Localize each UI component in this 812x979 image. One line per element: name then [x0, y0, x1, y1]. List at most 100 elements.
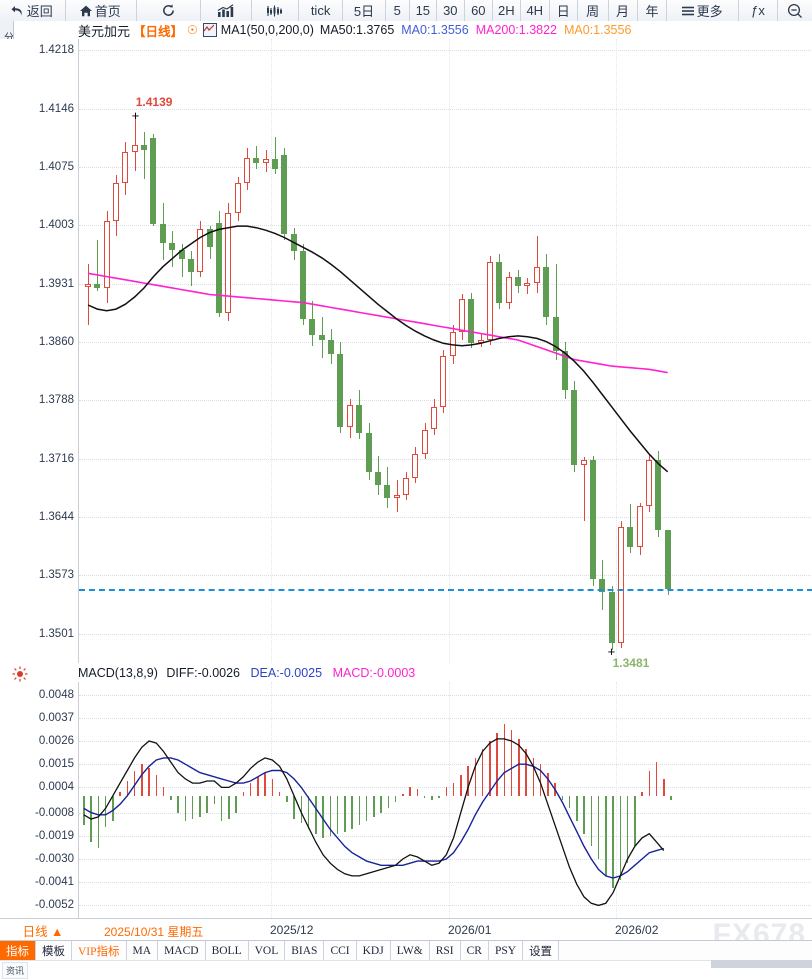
- refresh-icon: [161, 3, 176, 18]
- gridline: [79, 108, 812, 110]
- period-month-button[interactable]: 月: [609, 0, 638, 21]
- symbol-name: 美元加元: [78, 23, 131, 39]
- period-year-button[interactable]: 年: [638, 0, 668, 21]
- indicator-psy[interactable]: PSY: [488, 941, 524, 960]
- indicator-settings[interactable]: 设置: [523, 941, 560, 960]
- macd-histogram-bar: [170, 795, 172, 800]
- chart-info-line: 美元加元 【日线】 ☉ MA1(50,0,200,0) MA50:1.3765 …: [0, 21, 812, 39]
- chart-type-button[interactable]: [201, 0, 252, 21]
- period-week-button[interactable]: 周: [578, 0, 609, 21]
- function-button[interactable]: ƒx: [739, 0, 779, 21]
- indicator-tab-template[interactable]: 模板: [36, 941, 72, 960]
- high-marker-icon: +: [131, 107, 140, 123]
- macd-histogram-bar: [351, 795, 353, 830]
- period-selector[interactable]: 日线 ▲: [22, 924, 64, 939]
- horizontal-scrollbar[interactable]: [711, 960, 812, 968]
- macd-settings-icon[interactable]: [12, 666, 28, 682]
- price-axis-tick: 1.3573: [38, 569, 74, 582]
- period-5m-button[interactable]: 5: [386, 0, 410, 21]
- macd-title: MACD(13,8,9): [78, 666, 158, 680]
- x-axis-tick: 2026/02: [615, 923, 659, 937]
- macd-histogram-bar: [358, 795, 361, 826]
- macd-histogram-bar: [307, 795, 310, 830]
- ma50-value: MA50:1.3765: [319, 23, 395, 37]
- indicator-cci[interactable]: CCI: [324, 941, 357, 960]
- gridline: [79, 633, 812, 635]
- macd-histogram-bar: [329, 795, 332, 836]
- indicator-boll[interactable]: BOLL: [205, 941, 249, 960]
- gridline-vertical: [449, 682, 450, 918]
- period-30m-button-label: 30: [443, 3, 458, 18]
- back-button[interactable]: 返回: [0, 0, 66, 21]
- bar-chart-icon: [217, 3, 234, 18]
- price-axis-tick: 1.3860: [38, 335, 74, 348]
- macd-histogram-bar: [547, 772, 549, 796]
- macd-histogram-bar: [496, 732, 498, 796]
- macd-histogram-bar: [119, 791, 121, 796]
- price-axis-tick: 1.4146: [38, 102, 74, 115]
- more-button[interactable]: 更多: [667, 0, 739, 21]
- macd-plot-area[interactable]: [78, 682, 812, 918]
- indicator-rsi[interactable]: RSI: [429, 941, 461, 960]
- macd-axis-tick: 0.0015: [38, 758, 74, 771]
- macd-histogram-bar: [126, 781, 129, 796]
- x-axis-tick: 2026/01: [448, 923, 492, 937]
- macd-histogram-bar: [315, 795, 317, 834]
- macd-histogram-bar: [452, 783, 455, 796]
- price-axis-tick: 1.3501: [38, 627, 74, 640]
- period-30m-button[interactable]: 30: [437, 0, 465, 21]
- indicator-ma[interactable]: MA: [126, 941, 159, 960]
- indicator-macd[interactable]: MACD: [158, 941, 206, 960]
- period-5m-button-label: 5: [393, 3, 401, 18]
- macd-histogram-bar: [206, 795, 208, 813]
- tick-button[interactable]: tick: [299, 0, 344, 21]
- macd-histogram-bar: [293, 795, 295, 819]
- indicator-vol[interactable]: VOL: [248, 941, 286, 960]
- footer-tab-news[interactable]: 资讯: [2, 962, 29, 979]
- macd-axis-tick: 0.0026: [38, 735, 74, 747]
- macd-histogram-bar: [249, 783, 252, 796]
- indicator-icon[interactable]: [202, 23, 217, 37]
- macd-histogram-bar: [568, 795, 571, 809]
- back-arrow-icon: [10, 4, 25, 18]
- period-day-button[interactable]: 日: [550, 0, 578, 21]
- macd-histogram-bar: [670, 795, 672, 800]
- macd-histogram-bar: [380, 795, 382, 813]
- period-5d-button[interactable]: 5日: [343, 0, 386, 21]
- link-icon[interactable]: ☉: [187, 23, 198, 37]
- gridline: [79, 717, 812, 719]
- indicator-kdj[interactable]: KDJ: [356, 941, 391, 960]
- macd-histogram-bar: [619, 795, 622, 881]
- price-plot-area[interactable]: 1.4139 +1.3481 +: [78, 39, 812, 670]
- macd-histogram-bar: [322, 795, 324, 838]
- indicator-cr[interactable]: CR: [460, 941, 489, 960]
- macd-histogram-bar: [199, 795, 201, 817]
- macd-histogram-bar: [271, 778, 274, 796]
- candle-type-button[interactable]: [252, 0, 299, 21]
- macd-histogram-bar: [423, 795, 426, 798]
- macd-histogram-bar: [663, 778, 665, 796]
- zoom-out-button[interactable]: [778, 0, 812, 21]
- macd-histogram-bar: [525, 749, 527, 796]
- indicator-bias[interactable]: BIAS: [285, 941, 325, 960]
- indicator-tab-main[interactable]: 指标: [0, 941, 36, 960]
- refresh-button[interactable]: [137, 0, 201, 21]
- macd-axis-tick: -0.0041: [34, 876, 74, 889]
- macd-histogram-bar: [141, 764, 143, 796]
- macd-histogram-bar: [474, 757, 477, 796]
- macd-histogram-bar: [336, 795, 339, 834]
- indicator-tab-vip[interactable]: VIP指标: [72, 941, 127, 960]
- gridline-vertical: [616, 682, 617, 918]
- gridline: [79, 575, 812, 577]
- period-month-button-label: 月: [616, 4, 630, 19]
- macd-diff: DIFF:-0.0026: [166, 666, 241, 680]
- period-4h-button[interactable]: 4H: [521, 0, 550, 21]
- macd-histogram-bar: [590, 795, 593, 847]
- indicator-lwr[interactable]: LW&: [390, 941, 430, 960]
- period-15m-button[interactable]: 15: [410, 0, 437, 21]
- period-60m-button[interactable]: 60: [465, 0, 493, 21]
- home-button[interactable]: 首页: [66, 0, 137, 21]
- macd-histogram-bar: [605, 795, 607, 876]
- period-2h-button[interactable]: 2H: [493, 0, 521, 21]
